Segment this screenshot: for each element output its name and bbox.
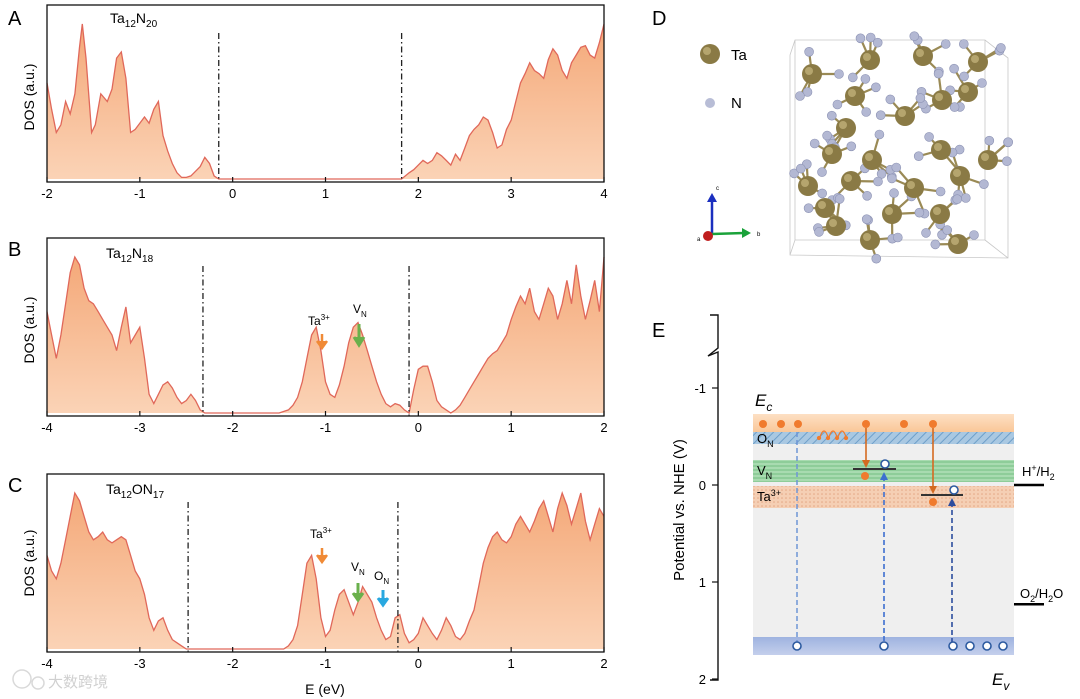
panel-c-on-arrow <box>376 590 390 608</box>
y-tick-label: 2 <box>699 672 706 687</box>
panel-e: E Potential vs. NHE (V) -1 0 1 2 Ec Ev ON V… <box>652 314 1063 693</box>
y-tick-label: 0 <box>699 478 706 493</box>
x-tick-label: -4 <box>41 656 53 671</box>
x-tick-label: -1 <box>134 186 146 201</box>
panel-b-letter: B <box>8 239 21 261</box>
x-tick-label: 0 <box>229 186 236 201</box>
dos-area <box>47 24 604 179</box>
x-tick-label: 0 <box>415 656 422 671</box>
panel-a: A DOS (a.u.) Ta12N20 -2 -1 0 1 2 3 4 <box>8 4 608 201</box>
x-tick-label: 3 <box>508 186 515 201</box>
watermark: 大数跨境 <box>12 669 108 691</box>
x-tick-label: -3 <box>134 420 146 435</box>
panel-c-ta-arrow <box>315 548 329 565</box>
electron-transitions <box>862 428 937 494</box>
x-tick-label: 1 <box>508 420 515 435</box>
legend-n-label: N <box>731 95 742 112</box>
legend-ta-label: Ta <box>731 47 748 64</box>
dos-area <box>47 257 604 413</box>
x-tick-label: -1 <box>320 656 332 671</box>
dos-chart-b: -4 -3 -2 -1 0 1 2 <box>41 237 608 435</box>
relaxation-arrows <box>816 430 849 441</box>
panel-c-vn-arrow <box>351 583 365 603</box>
panel-b-ta-label: Ta3+ <box>308 313 330 328</box>
x-tick-label: 2 <box>415 186 422 201</box>
svg-text:a: a <box>697 237 701 243</box>
h2-label: H+/H2 <box>1022 463 1055 482</box>
x-tick-label: -3 <box>134 656 146 671</box>
dos-line <box>46 255 605 415</box>
dos-line <box>46 23 605 180</box>
dos-chart-c: -4 -3 -2 -1 0 1 2 <box>41 473 608 671</box>
dos-area <box>47 493 604 649</box>
vb-holes <box>792 641 1008 651</box>
panel-d: D Ta N c b a <box>652 8 1014 264</box>
x-tick-label: -4 <box>41 420 53 435</box>
hole-transitions <box>796 432 956 644</box>
cb-electrons <box>759 420 937 428</box>
x-tick-label: 1 <box>322 186 329 201</box>
x-tick-label: -2 <box>41 186 53 201</box>
legend-n-atom <box>705 98 715 108</box>
ta3-label: Ta3+ <box>757 488 781 504</box>
panel-c-letter: C <box>8 475 22 497</box>
o2-label: O2/H2O <box>1020 586 1063 604</box>
conduction-band <box>753 414 1014 434</box>
y-tick-label: -1 <box>694 381 706 396</box>
panel-c: C DOS (a.u.) Ta12ON17 -4 -3 -2 -1 0 1 2 Ta3+ V… <box>8 473 608 697</box>
panel-b-ylabel: DOS (a.u.) <box>21 297 37 364</box>
panel-e-letter: E <box>652 320 665 342</box>
dos-line <box>46 490 605 650</box>
y-tick-label: 1 <box>699 575 706 590</box>
panel-b-compound: Ta12N18 <box>106 245 154 265</box>
svg-text:b: b <box>757 232 761 238</box>
potential-axis: -1 0 1 2 <box>694 314 719 687</box>
on-label: ON <box>757 431 774 449</box>
panel-b: B DOS (a.u.) Ta12N18 -4 -3 -2 -1 0 1 2 Ta3+ VN <box>8 237 608 435</box>
panel-e-ylabel: Potential vs. NHE (V) <box>671 439 688 581</box>
panel-c-vn-label: VN <box>351 560 365 577</box>
crystal-structure <box>789 31 1014 264</box>
crystal-axes: c b a <box>697 186 761 243</box>
panel-d-letter: D <box>652 8 666 30</box>
panel-a-letter: A <box>8 8 22 30</box>
panel-b-vn-label: VN <box>353 302 367 319</box>
x-tick-label: -1 <box>320 420 332 435</box>
svg-text:c: c <box>716 186 719 192</box>
panel-c-on-label: ON <box>374 569 389 586</box>
x-tick-label: 2 <box>600 420 607 435</box>
panel-c-ylabel: DOS (a.u.) <box>21 530 37 597</box>
panel-c-xlabel: E (eV) <box>305 681 345 697</box>
panel-c-ta-label: Ta3+ <box>310 526 332 541</box>
x-tick-label: -2 <box>227 656 239 671</box>
legend-ta-atom <box>700 44 720 64</box>
panel-b-ta-arrow <box>315 334 329 351</box>
panel-b-vn-arrow <box>352 324 366 348</box>
panel-c-compound: Ta12ON17 <box>106 481 164 501</box>
ev-label: Ev <box>992 670 1010 693</box>
x-tick-label: 4 <box>600 186 607 201</box>
panel-a-ylabel: DOS (a.u.) <box>21 64 37 131</box>
watermark-text: 大数跨境 <box>48 673 108 691</box>
x-tick-label: 0 <box>415 420 422 435</box>
x-tick-label: 2 <box>600 656 607 671</box>
x-tick-label: 1 <box>508 656 515 671</box>
on-level-band <box>753 432 1014 444</box>
ec-label: Ec <box>755 391 772 414</box>
vn-label: VN <box>757 463 772 481</box>
x-tick-label: -2 <box>227 420 239 435</box>
panel-a-compound: Ta12N20 <box>110 10 158 30</box>
vn-level-band <box>753 460 1014 482</box>
dos-chart-a: -2 -1 0 1 2 3 4 <box>41 4 608 201</box>
